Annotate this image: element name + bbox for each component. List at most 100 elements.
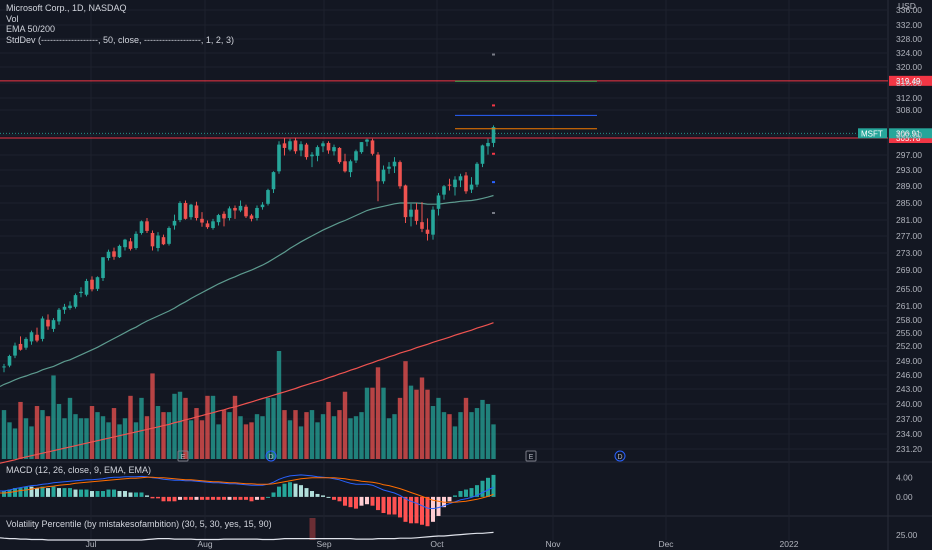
candle-body — [106, 251, 111, 259]
volume-bar — [474, 408, 480, 459]
macd-histogram-bar — [310, 491, 314, 497]
price-tick-label: 293.00 — [896, 165, 922, 175]
symbol-title[interactable]: Microsoft Corp., 1D, NASDAQ — [6, 3, 127, 13]
candle-body — [90, 279, 94, 290]
stddev-dot — [492, 211, 495, 214]
candle-body — [398, 162, 402, 187]
candle-body — [299, 144, 303, 151]
candle-body — [205, 223, 210, 228]
macd-histogram-bar — [469, 488, 474, 497]
volume-bar — [309, 410, 315, 459]
macd-histogram-bar — [128, 492, 133, 497]
candle-body — [24, 338, 28, 348]
macd-histogram-bar — [216, 496, 221, 500]
candle-body — [112, 251, 116, 257]
candle-body — [403, 185, 408, 218]
macd-histogram-bar — [238, 496, 243, 500]
candle-body — [381, 169, 386, 182]
candle-body — [431, 209, 435, 235]
dividend-marker — [265, 450, 277, 462]
macd-histogram-bar — [51, 486, 56, 497]
chart-legend: Microsoft Corp., 1D, NASDAQ Vol EMA 50/2… — [6, 3, 234, 45]
volatility-pane-label[interactable]: Volatility Percentile (by mistakesofambi… — [6, 519, 272, 529]
stddev-dot — [492, 181, 495, 184]
candle-body — [183, 202, 188, 219]
macd-histogram-bar — [293, 483, 298, 497]
candle-body — [425, 229, 430, 234]
vol-indicator-label[interactable]: Vol — [6, 13, 19, 24]
volume-bar — [287, 420, 293, 459]
candle-body — [354, 151, 358, 161]
stddev-dot — [492, 104, 495, 107]
volume-bar — [12, 428, 18, 459]
macd-histogram-bar — [145, 495, 149, 497]
volume-bar — [199, 420, 205, 459]
volume-bar — [249, 422, 254, 459]
macd-histogram-bar — [249, 496, 254, 502]
volume-bar — [150, 373, 155, 459]
volume-bar — [254, 414, 260, 459]
macd-histogram-bar — [227, 496, 232, 500]
volume-bar — [458, 412, 463, 459]
candle-body — [244, 206, 248, 217]
volume-bar — [331, 416, 337, 459]
time-tick-label: Dec — [658, 539, 674, 549]
ema-indicator-label[interactable]: EMA 50/200 — [6, 24, 56, 34]
candle-body — [51, 320, 56, 329]
candle-body — [46, 319, 50, 327]
macd-histogram-bar — [315, 493, 320, 497]
volume-bar — [320, 414, 326, 459]
macd-histogram-bar — [172, 496, 177, 502]
volume-bar — [485, 403, 491, 459]
candle-body — [150, 233, 155, 247]
candle-body — [260, 204, 265, 208]
volume-bar — [364, 387, 370, 459]
volume-bar — [232, 395, 238, 459]
ema200-line — [0, 322, 494, 464]
macd-histogram-bar — [7, 489, 12, 497]
candle-body — [442, 186, 446, 195]
volume-bar — [491, 424, 496, 459]
volume-bar — [260, 416, 265, 459]
price-tick-label: 255.00 — [896, 328, 922, 338]
macd-histogram-bar — [101, 491, 105, 497]
candle-body — [293, 140, 298, 152]
volume-bar — [463, 397, 469, 459]
volume-bar — [304, 412, 309, 459]
volume-bar — [29, 426, 34, 459]
volume-bar — [359, 412, 364, 459]
candle-body — [167, 227, 171, 244]
volume-bar — [430, 406, 436, 459]
candle-body — [332, 147, 336, 152]
macd-pane-label[interactable]: MACD (12, 26, close, 9, EMA, EMA) — [6, 465, 152, 475]
candle-body — [238, 205, 243, 211]
volume-bar — [293, 410, 298, 459]
macd-tick-label: 4.00 — [896, 472, 913, 482]
candle-body — [266, 190, 270, 204]
price-tick-label: 336.00 — [896, 5, 922, 15]
price-tick-label: 281.00 — [896, 215, 922, 225]
volume-bar — [67, 397, 73, 459]
macd-histogram-bar — [486, 477, 490, 497]
macd-histogram-bar — [299, 485, 303, 497]
candle-body — [365, 139, 369, 142]
candle-body — [348, 161, 353, 173]
macd-histogram-bar — [29, 486, 34, 497]
volume-bar — [133, 422, 139, 459]
candle-body — [178, 202, 182, 221]
price-tick-label: 243.00 — [896, 384, 922, 394]
price-axis: 336.00 332.00 328.00 324.00 320.00 316.00 312.… — [896, 1, 922, 454]
price-tick-label: 252.00 — [896, 341, 922, 351]
stddev-dot — [492, 53, 495, 56]
volume-bar — [392, 414, 397, 459]
volume-bar — [122, 418, 128, 459]
price-tick-label: 332.00 — [896, 20, 922, 30]
macd-histogram-bar — [326, 496, 331, 498]
price-tick-label: 302.00 — [896, 130, 922, 140]
volume-bar — [128, 395, 133, 459]
horizontal-levels: 319.49 305.78 MSFT 306.91 — [0, 75, 932, 144]
stddev-indicator-label[interactable]: StdDev (-------------------, 50, close, … — [6, 34, 234, 45]
macd-histogram-bar — [387, 496, 391, 515]
macd-histogram-bar — [150, 496, 155, 499]
